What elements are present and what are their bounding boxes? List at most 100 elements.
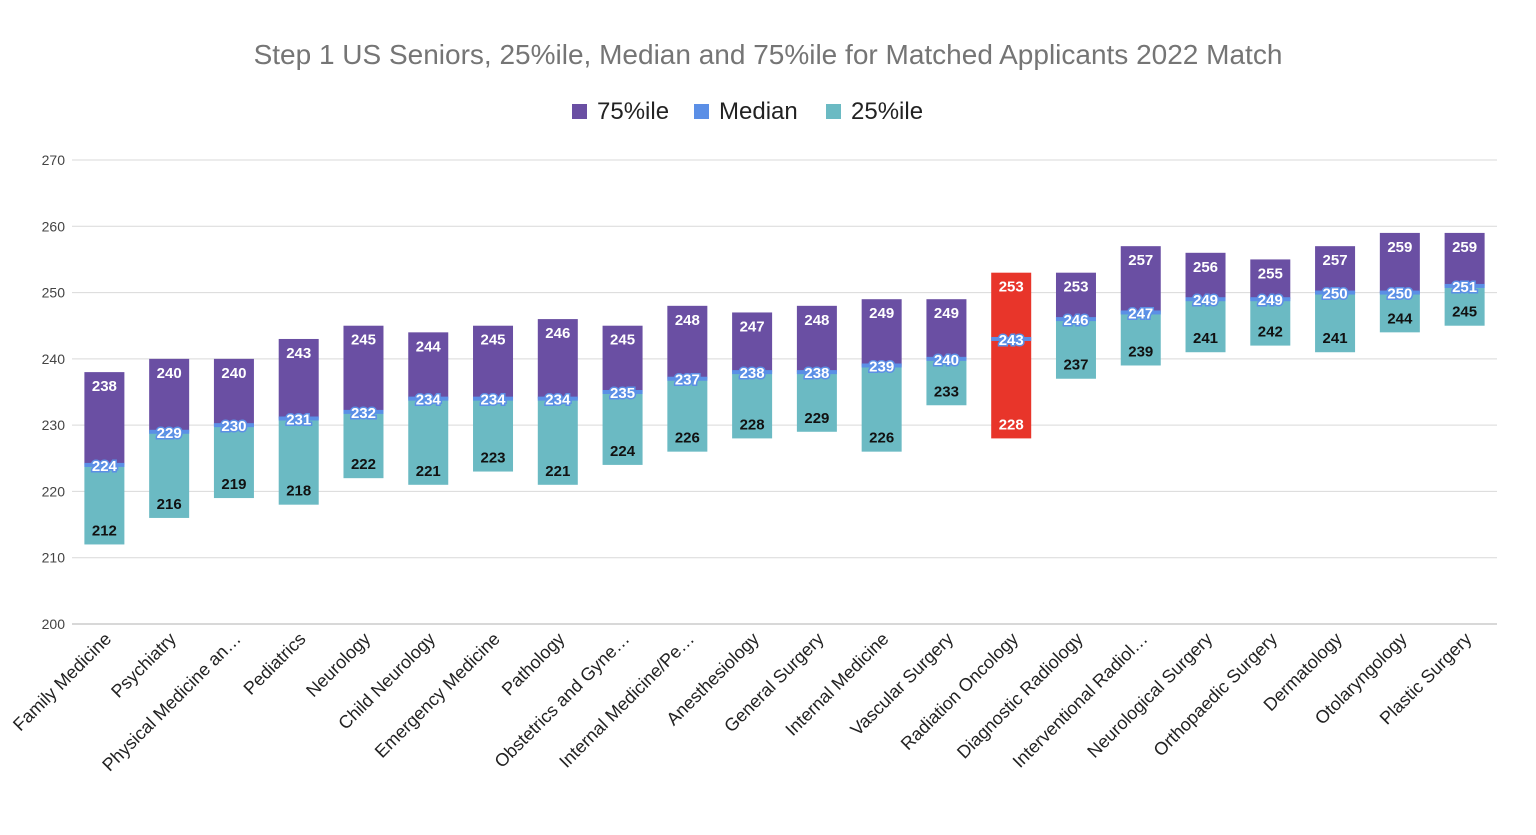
bar-median-1 [149,429,190,434]
bar-75pct-18 [1250,259,1291,300]
label-75pct-13: 249 [934,305,959,322]
bar-75pct-20 [1379,232,1420,293]
x-tick-label-18: Orthopaedic Surgery [1150,629,1282,761]
label-25pct-4: 222 [351,456,376,473]
bar-75pct-9 [667,305,708,379]
bar-25pct-7 [537,398,578,485]
label-75pct-8: 245 [610,332,635,349]
label-25pct-14: 228 [999,416,1024,433]
chart-title: Step 1 US Seniors, 25%ile, Median and 75… [254,39,1283,70]
bar-75pct-1 [149,358,190,432]
label-25pct-16: 239 [1128,343,1153,360]
bar-75pct-5 [408,332,449,399]
bar-75pct-14 [991,272,1032,339]
label-median-8: 235 [610,385,635,402]
bar-25pct-2 [213,425,254,499]
bar-25pct-1 [149,431,190,518]
label-median-14: 243 [999,332,1024,349]
bars [84,232,1485,545]
bar-25pct-15 [1055,319,1096,379]
label-25pct-13: 233 [934,383,959,400]
label-median-7: 234 [545,392,571,409]
label-25pct-1: 216 [157,496,182,513]
bar-median-5 [408,396,449,401]
bar-25pct-8 [602,392,643,465]
legend-label-75pctile: 75%ile [597,98,669,125]
bar-25pct-21 [1444,285,1485,326]
bar-median-21 [1444,283,1485,288]
label-median-3: 231 [286,412,311,429]
label-25pct-3: 218 [286,483,311,500]
bar-75pct-19 [1315,246,1356,293]
x-tick-label-14: Radiation Oncology [897,629,1022,754]
bar-25pct-0 [84,464,125,545]
label-25pct-2: 219 [221,476,246,493]
label-median-16: 247 [1128,305,1153,322]
bar-median-16 [1120,310,1161,315]
bar-75pct-2 [213,358,254,426]
label-25pct-6: 223 [481,450,506,467]
x-tick-label-15: Diagnostic Radiology [953,629,1087,763]
bar-median-20 [1379,290,1420,295]
label-25pct-21: 245 [1452,304,1477,321]
label-median-13: 240 [934,352,959,369]
bar-median-3 [278,416,319,421]
label-75pct-9: 248 [675,312,700,329]
label-25pct-8: 224 [610,443,636,460]
y-tick-220: 220 [42,483,66,499]
label-25pct-7: 221 [545,463,570,480]
label-75pct-18: 255 [1258,265,1283,282]
bar-25pct-18 [1250,299,1291,346]
bar-25pct-14 [991,338,1032,439]
bar-median-6 [473,396,514,401]
label-75pct-11: 248 [804,312,829,329]
bar-75pct-0 [84,372,125,465]
label-median-15: 246 [1063,312,1088,329]
bar-median-8 [602,390,643,394]
x-tick-label-17: Neurological Surgery [1083,629,1216,762]
label-75pct-15: 253 [1063,279,1088,296]
label-75pct-20: 259 [1387,239,1412,256]
bar-median-17 [1185,297,1226,302]
label-25pct-0: 212 [92,522,117,539]
bar-median-9 [667,376,708,381]
y-tick-270: 270 [42,152,66,168]
y-tick-250: 250 [42,285,66,301]
label-25pct-12: 226 [869,430,894,447]
label-median-2: 230 [221,418,246,435]
bar-25pct-10 [732,372,773,439]
label-75pct-5: 244 [416,338,442,355]
y-tick-260: 260 [42,218,66,234]
label-75pct-4: 245 [351,332,376,349]
label-25pct-19: 241 [1323,330,1348,347]
x-tick-label-3: Pediatrics [240,629,310,699]
bar-75pct-10 [732,312,773,373]
label-25pct-11: 229 [804,410,829,427]
label-median-17: 249 [1193,292,1218,309]
bar-median-18 [1250,297,1291,302]
bar-75pct-13 [926,299,967,359]
bar-median-4 [343,409,384,414]
legend-label-25pctile: 25%ile [851,98,923,125]
bar-median-14 [991,336,1032,341]
bar-25pct-17 [1185,299,1226,353]
bar-25pct-3 [278,418,319,505]
x-tick-label-0: Family Medicine [9,629,115,735]
label-25pct-20: 244 [1387,310,1413,327]
label-25pct-15: 237 [1063,357,1088,374]
bar-median-11 [796,370,837,375]
bar-25pct-6 [473,398,514,472]
bar-75pct-6 [473,325,514,399]
label-median-11: 238 [804,365,829,382]
label-75pct-21: 259 [1452,239,1477,256]
bar-median-12 [861,363,902,368]
label-median-10: 238 [740,365,765,382]
y-tick-240: 240 [42,351,66,367]
label-75pct-6: 245 [481,332,506,349]
label-75pct-1: 240 [157,365,182,382]
legend: 75%ile Median 25%ile [572,98,923,125]
bar-75pct-15 [1055,272,1096,320]
bar-75pct-17 [1185,252,1226,300]
